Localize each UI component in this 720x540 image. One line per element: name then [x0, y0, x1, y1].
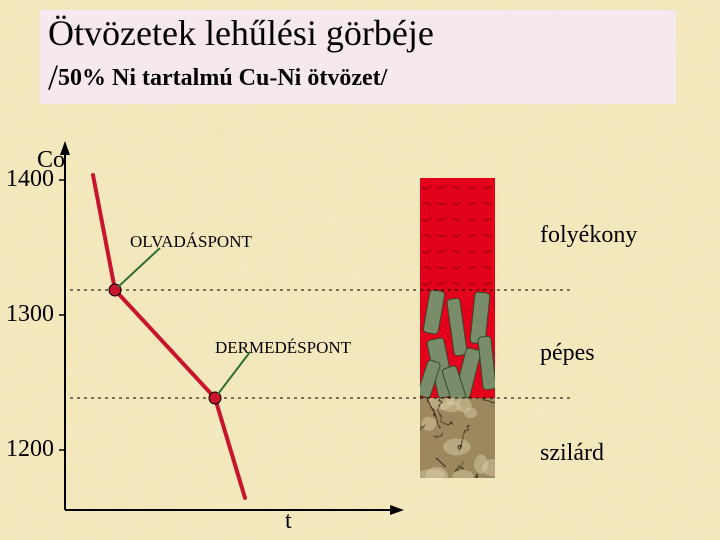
phase-label-solid: szilárd: [540, 440, 604, 467]
title-box: Ötvözetek lehűlési görbéje /50% Ni tarta…: [40, 10, 676, 104]
x-axis-label: t: [285, 508, 292, 535]
y-tick-label: 1300: [6, 301, 54, 328]
dermedespont-label: DERMEDÉSPONT: [215, 338, 351, 358]
title-subline: /50% Ni tartalmú Cu-Ni ötvözet/: [48, 56, 668, 98]
title-main: Ötvözetek lehűlési görbéje: [48, 14, 668, 54]
y-tick-label: 1400: [6, 166, 54, 193]
title-slash: /: [48, 57, 58, 97]
phase-liquid: [420, 178, 495, 290]
olvadaspont-label: OLVADÁSPONT: [130, 232, 252, 252]
y-tick-label: 1200: [6, 436, 54, 463]
phase-label-mushy: pépes: [540, 340, 595, 367]
phase-mushy: [420, 290, 495, 398]
title-sub: 50% Ni tartalmú Cu-Ni ötvözet/: [58, 65, 387, 91]
phase-label-liquid: folyékony: [540, 222, 637, 249]
phase-solid: [420, 398, 495, 478]
